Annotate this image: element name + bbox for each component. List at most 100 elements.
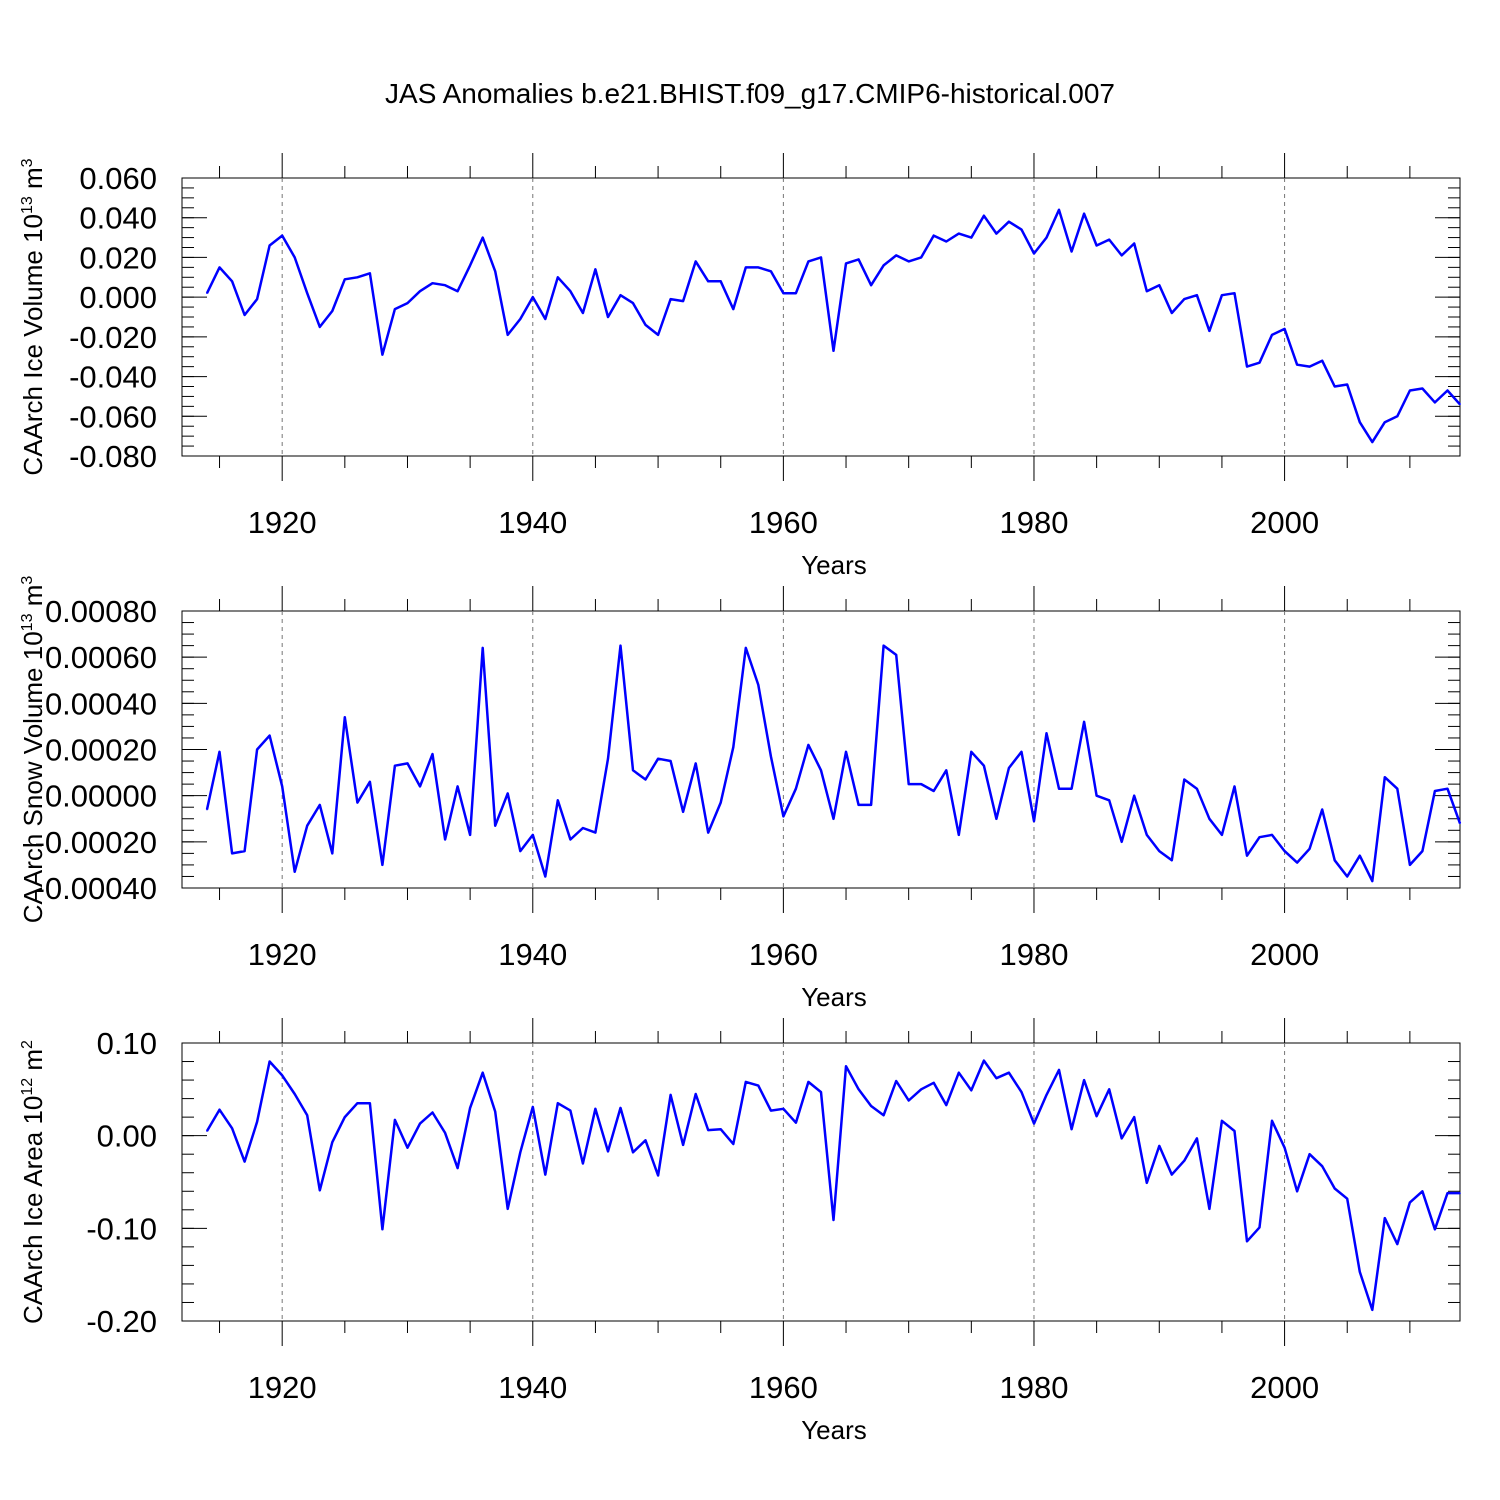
data-point — [444, 838, 446, 841]
data-point — [807, 744, 810, 746]
x-tick-label: 1960 — [749, 1370, 818, 1405]
data-point — [1333, 385, 1336, 388]
data-point — [544, 1173, 547, 1176]
data-point — [1434, 790, 1436, 792]
data-point — [1045, 1094, 1048, 1096]
data-point — [870, 284, 872, 287]
data-point — [1070, 787, 1073, 790]
data-point — [958, 1071, 960, 1074]
data-point — [1246, 854, 1248, 857]
data-point — [832, 817, 835, 820]
data-point — [619, 294, 622, 296]
data-point — [431, 282, 434, 285]
data-point — [1020, 228, 1023, 231]
data-point — [381, 353, 384, 356]
data-point — [519, 850, 522, 852]
data-point — [1183, 778, 1186, 781]
data-point — [557, 276, 559, 279]
data-point — [1434, 401, 1436, 404]
data-point — [882, 264, 885, 267]
data-point — [682, 811, 684, 813]
data-point — [958, 834, 960, 836]
data-point — [669, 760, 672, 762]
data-point — [231, 1127, 233, 1130]
data-point — [782, 815, 785, 818]
y-axis-title-unit: m — [18, 585, 48, 614]
y-tick-label: 0.00060 — [45, 640, 157, 675]
data-point — [657, 1174, 659, 1177]
data-point — [506, 792, 509, 795]
data-point — [607, 1150, 609, 1153]
y-axis-title-unit: m — [18, 167, 48, 196]
data-point — [1358, 1271, 1361, 1273]
y-axis-title-unit-exponent: 3 — [19, 576, 36, 585]
data-point — [932, 1082, 935, 1084]
data-point — [256, 748, 258, 751]
data-point — [369, 272, 371, 275]
data-point — [657, 757, 659, 760]
data-point — [1020, 751, 1023, 753]
data-point — [619, 644, 622, 647]
data-point — [318, 326, 321, 328]
data-point — [1459, 403, 1461, 406]
data-point — [531, 296, 534, 298]
data-point — [419, 1122, 421, 1125]
data-point — [331, 852, 334, 855]
data-point — [231, 852, 233, 855]
y-tick-label: 0.000 — [79, 280, 157, 315]
data-point — [932, 234, 935, 237]
x-tick-label: 1920 — [248, 937, 317, 972]
data-point — [1246, 1240, 1248, 1243]
data-point — [995, 817, 998, 820]
data-point — [481, 236, 484, 239]
x-tick-label: 2000 — [1250, 937, 1319, 972]
plot-frame — [181, 610, 1461, 889]
data-point — [506, 1208, 509, 1210]
data-point — [356, 1102, 359, 1105]
data-point — [707, 831, 709, 834]
data-point — [594, 1107, 597, 1110]
series-line — [205, 644, 1462, 883]
data-point — [1008, 1071, 1010, 1074]
data-point — [782, 1107, 785, 1110]
data-point — [1233, 292, 1236, 294]
data-point — [1409, 1201, 1411, 1204]
data-point — [882, 644, 885, 647]
data-point — [845, 751, 847, 753]
data-point — [381, 864, 384, 866]
data-point — [1158, 850, 1161, 852]
data-point — [1396, 787, 1399, 790]
data-point — [732, 308, 735, 310]
y-tick-label: 0.020 — [79, 240, 157, 275]
data-point — [1409, 389, 1411, 392]
data-point — [1171, 312, 1173, 314]
data-point — [995, 232, 998, 235]
data-point — [1358, 421, 1361, 424]
data-point — [293, 256, 296, 259]
data-point — [406, 302, 409, 304]
data-point — [795, 787, 797, 790]
data-point — [607, 316, 609, 318]
y-tick-label: -0.020 — [69, 320, 157, 355]
data-point — [682, 1144, 684, 1146]
data-point — [494, 1110, 496, 1113]
data-point — [1095, 1115, 1098, 1118]
data-point — [1008, 767, 1010, 769]
data-point — [1183, 298, 1186, 300]
data-point — [557, 799, 559, 802]
data-point — [318, 1189, 321, 1192]
data-point — [1008, 220, 1010, 223]
data-point — [669, 1094, 672, 1096]
data-point — [231, 280, 233, 283]
y-axis-title-exponent: 13 — [19, 613, 36, 631]
data-point — [506, 334, 509, 336]
data-point — [406, 762, 409, 765]
y-axis-title: CAArch Ice Area 1012 m2 — [18, 1040, 48, 1324]
data-point — [369, 1102, 371, 1105]
data-point — [293, 871, 296, 873]
data-point — [1308, 365, 1311, 368]
data-point — [1358, 854, 1361, 857]
data-point — [995, 1077, 998, 1080]
data-point — [1459, 822, 1461, 825]
data-point — [344, 1116, 346, 1118]
